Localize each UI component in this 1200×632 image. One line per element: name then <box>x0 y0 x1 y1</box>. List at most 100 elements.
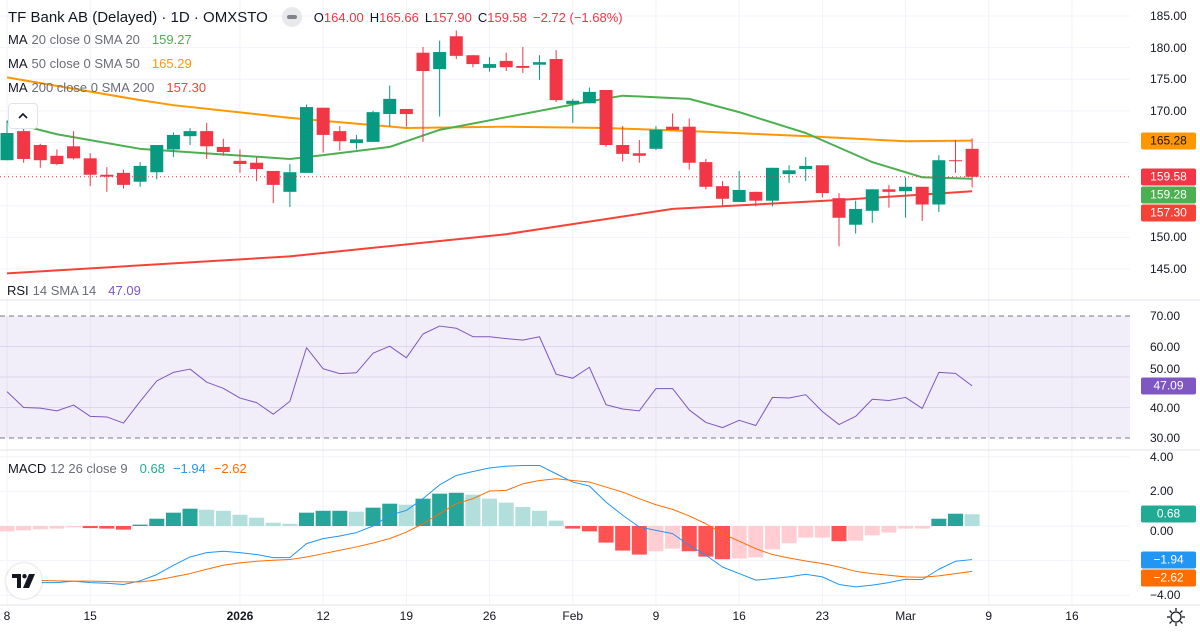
histogram-bar <box>565 526 581 529</box>
histogram-bar <box>814 526 830 538</box>
candle-body <box>632 153 646 156</box>
candle-body <box>782 170 796 175</box>
candle <box>948 139 962 173</box>
macd-histogram <box>0 492 980 560</box>
candle <box>67 131 81 160</box>
candle <box>682 118 696 170</box>
macd-badge: 0.68 <box>1141 505 1196 523</box>
tradingview-logo[interactable] <box>6 563 42 599</box>
ohlc-open: O164.00 <box>314 10 364 25</box>
ma50-path <box>6 76 973 143</box>
candle <box>433 40 447 117</box>
histogram-bar <box>931 518 947 526</box>
candle-body <box>649 129 663 149</box>
close-label: C <box>477 9 488 25</box>
ma20-path <box>6 94 973 180</box>
settings-button[interactable] <box>1166 607 1186 627</box>
rsi-axis-label: 30.00 <box>1150 431 1181 445</box>
legend-ma20[interactable]: MA 20 close 0 SMA 20 159.27 <box>8 32 192 47</box>
close-value: 159.58 <box>487 9 527 25</box>
legend-ma50[interactable]: MA 50 close 0 SMA 50 165.29 <box>8 56 192 71</box>
histogram-bar <box>82 526 98 529</box>
open-label: O <box>313 9 324 25</box>
candle-body <box>899 186 913 192</box>
time-axis-label: 23 <box>815 609 830 623</box>
symbol-title[interactable]: TF Bank AB (Delayed) · 1D · OMXSTO <box>8 8 268 26</box>
time-axis-label: 2026 <box>226 609 254 623</box>
ma50-name: MA <box>8 56 28 71</box>
ma50-value: 165.29 <box>151 56 192 71</box>
candle <box>0 120 14 161</box>
candle <box>50 149 64 166</box>
candle-body <box>133 165 147 182</box>
candle-body <box>532 62 546 65</box>
candle-body <box>732 189 746 202</box>
legend-rsi[interactable]: RSI 14 SMA 14 47.09 <box>4 282 144 299</box>
candle <box>333 126 347 151</box>
histogram-bar <box>914 526 930 529</box>
histogram-bar <box>947 513 963 526</box>
candle-body <box>516 65 530 68</box>
time-axis-label: 19 <box>399 609 414 623</box>
candle-body <box>699 162 713 187</box>
candle-body <box>483 64 497 68</box>
macd-hist-value: 0.68 <box>139 461 165 476</box>
histogram-bar <box>32 526 48 530</box>
open-value: 164.00 <box>323 9 364 25</box>
high-label: H <box>369 9 380 25</box>
candle-body <box>566 100 580 104</box>
time-axis-label: Feb <box>562 609 584 623</box>
histogram-bar <box>398 504 414 526</box>
histogram-bar <box>149 518 165 526</box>
candle <box>549 50 563 103</box>
legend-macd[interactable]: MACD 12 26 close 9 0.68 −1.94 −2.62 <box>8 461 247 476</box>
histogram-bar <box>265 522 281 526</box>
price-axis-label: 170.00 <box>1150 103 1187 118</box>
histogram-bar <box>615 526 631 551</box>
histogram-bar <box>182 508 198 526</box>
collapse-legend-button[interactable] <box>8 103 38 129</box>
candle <box>732 170 746 202</box>
candle-body <box>682 126 696 163</box>
legend-ma200[interactable]: MA 200 close 0 SMA 200 157.30 <box>8 80 206 95</box>
rsi-params: 14 SMA 14 <box>32 283 97 298</box>
candle <box>316 107 330 153</box>
candle <box>116 169 130 189</box>
candle <box>449 30 463 60</box>
candle <box>483 57 497 72</box>
macd-badge: −2.62 <box>1141 569 1196 587</box>
candle-body <box>948 160 962 162</box>
candle-body <box>499 60 513 68</box>
ma200-params: 200 close 0 SMA 200 <box>31 80 155 95</box>
histogram-bar <box>66 526 82 528</box>
histogram-bar <box>648 526 664 552</box>
price-badge: 159.58 <box>1141 168 1196 186</box>
rsi-name: RSI <box>7 283 29 298</box>
candle-body <box>316 107 330 135</box>
low-value: 157.90 <box>432 9 472 25</box>
candle <box>200 122 214 159</box>
histogram-bar <box>798 526 814 538</box>
candle-body <box>815 165 829 194</box>
histogram-bar <box>898 526 914 529</box>
histogram-bar <box>548 520 564 526</box>
candle-body <box>83 158 97 175</box>
histogram-bar <box>282 523 298 526</box>
candle <box>150 145 164 180</box>
price-axis-label: 185.00 <box>1150 9 1187 23</box>
rsi-badge: 47.09 <box>1141 377 1196 395</box>
candle-body <box>166 134 180 150</box>
ma200-name: MA <box>8 80 28 95</box>
histogram-bar <box>598 526 614 543</box>
histogram-bar <box>665 526 681 549</box>
market-status-icon[interactable] <box>281 7 302 27</box>
grid <box>0 0 1130 605</box>
candle-body <box>449 36 463 56</box>
candle <box>83 153 97 187</box>
candle-body <box>749 191 763 201</box>
candle-body <box>233 160 247 165</box>
macd-axis-label: 0.00 <box>1150 524 1174 539</box>
histogram-bar <box>249 517 265 526</box>
macd-value: −1.94 <box>172 461 206 476</box>
